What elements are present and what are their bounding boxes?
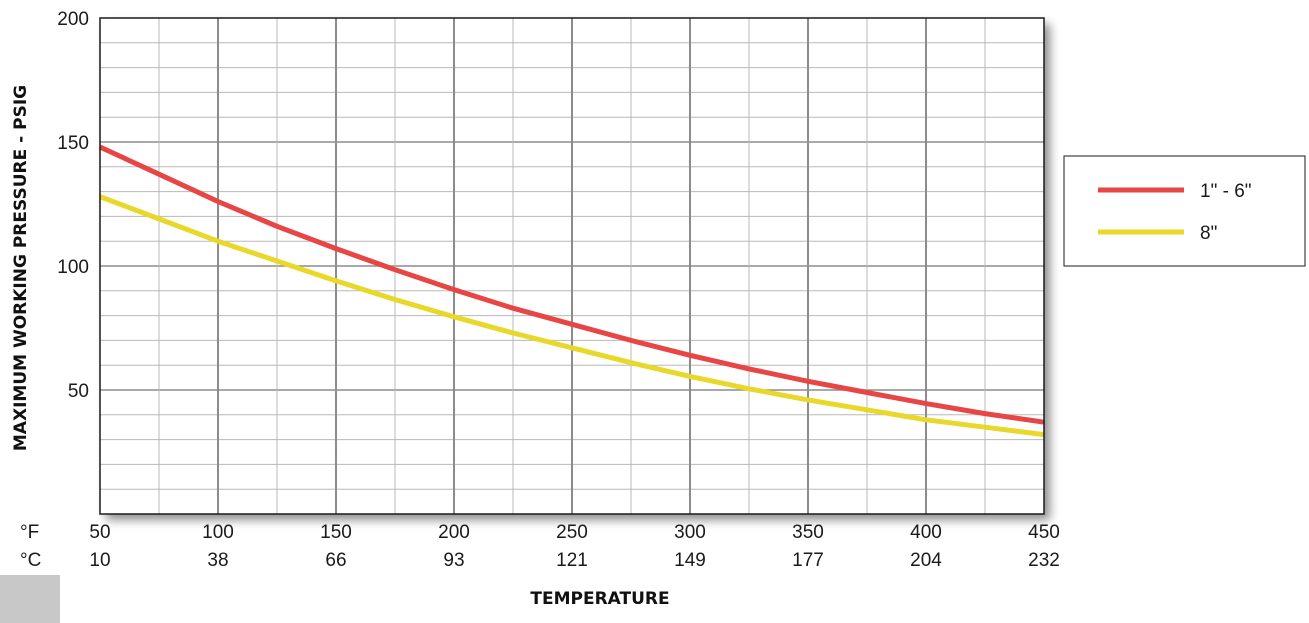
x-tick-label-f: 400 bbox=[910, 522, 942, 543]
x-tick-label-f: 100 bbox=[202, 522, 234, 543]
series-lines bbox=[98, 144, 1045, 438]
y-axis-title: MAXIMUM WORKING PRESSURE - PSIG bbox=[11, 85, 31, 451]
x-tick-label-c: 38 bbox=[207, 550, 228, 571]
x-tick-label-f: 200 bbox=[438, 522, 470, 543]
x-tick-label-c: 232 bbox=[1028, 550, 1060, 571]
celsius-unit-label: °C bbox=[20, 550, 41, 571]
plot-border bbox=[99, 17, 1045, 515]
x-tick-label-c: 66 bbox=[325, 550, 346, 571]
x-tick-label-f: 450 bbox=[1028, 522, 1060, 543]
x-tick-label-f: 300 bbox=[674, 522, 706, 543]
x-tick-label-c: 177 bbox=[792, 550, 824, 571]
x-tick-label-f: 150 bbox=[320, 522, 352, 543]
y-tick-label: 50 bbox=[68, 381, 89, 402]
y-tick-label: 200 bbox=[57, 9, 89, 30]
series-line-2 bbox=[99, 194, 1045, 438]
grid bbox=[100, 18, 1044, 514]
x-tick-label-c: 121 bbox=[556, 550, 588, 571]
x-tick-labels: 50 10 100 38 150 66 200 93 250 121 300 149 350 177 400… bbox=[89, 522, 1059, 571]
legend-label-1-6: 1" - 6" bbox=[1200, 181, 1252, 202]
legend-label-8: 8" bbox=[1200, 223, 1217, 244]
x-tick-label-f: 350 bbox=[792, 522, 824, 543]
x-axis-title: TEMPERATURE bbox=[530, 589, 669, 609]
legend-box bbox=[1063, 155, 1306, 267]
x-tick-label-c: 204 bbox=[910, 550, 942, 571]
y-tick-labels: 50 100 150 200 bbox=[57, 9, 89, 402]
x-tick-label-f: 50 bbox=[89, 522, 110, 543]
x-tick-label-f: 250 bbox=[556, 522, 588, 543]
y-tick-label: 150 bbox=[57, 133, 89, 154]
legend: 1" - 6" 8" bbox=[1063, 155, 1306, 267]
x-tick-label-c: 10 bbox=[89, 550, 110, 571]
x-tick-label-c: 149 bbox=[674, 550, 706, 571]
series-line-1 bbox=[98, 144, 1045, 425]
fahrenheit-unit-label: °F bbox=[20, 522, 39, 543]
y-tick-label: 100 bbox=[57, 257, 89, 278]
x-tick-label-c: 93 bbox=[443, 550, 464, 571]
decorative-gray-block bbox=[0, 575, 60, 623]
